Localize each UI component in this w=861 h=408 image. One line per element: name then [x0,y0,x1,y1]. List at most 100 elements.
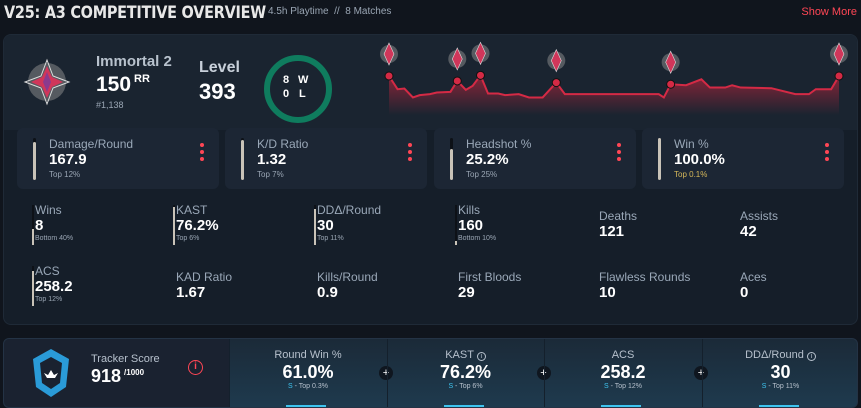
stat-percentile: Top 12% [49,170,81,179]
rank-marker-icon[interactable] [471,41,490,80]
stat-card[interactable]: Damage/Round 167.9 Top 12% [17,128,219,189]
wins-count: 8 [283,74,290,86]
rr-value: 150 [96,73,132,96]
stat-item: Assists 42 [740,209,857,241]
level-label: Level [199,59,240,76]
metric-percentile: S - Top 0.3% [288,383,328,390]
metric-label: ACS [611,349,635,361]
stat-value: 121 [599,223,625,240]
stat-item: Deaths 121 [599,209,729,241]
score-metric: KAST i 76.2% S - Top 6% [386,339,544,407]
stat-label: First Bloods [458,270,522,284]
level-value: 393 [199,79,236,104]
playtime-summary: 4.5h Playtime // 8 Matches [268,6,392,17]
more-options-icon[interactable] [200,143,205,164]
percentile-bar [32,205,34,245]
stat-percentile: Top 6% [176,235,200,242]
more-options-icon[interactable] [825,143,830,164]
stat-item: KAD Ratio 1.67 [176,270,306,302]
rank-name: Immortal 2 [96,53,172,70]
stat-value: 1.67 [176,284,206,301]
rank-icon [23,58,71,106]
rank-marker-icon[interactable] [448,47,467,86]
stat-item: Aces 0 [740,270,857,302]
metric-value: 258.2 [600,362,646,382]
rr-trend-chart [380,41,848,115]
stat-percentile: Top 11% [317,235,344,242]
info-icon[interactable]: i [188,360,203,375]
tracker-score-max: /1000 [124,368,145,377]
stat-card[interactable]: Headshot % 25.2% Top 25% [434,128,636,189]
page-title: V25: A3 COMPETITIVE OVERVIEW [4,3,266,23]
more-options-icon[interactable] [408,143,413,164]
stat-value: 25.2% [466,151,509,168]
stat-item: Wins 8 Bottom 40% [32,203,165,245]
stat-item: DDΔ/Round 30 Top 11% [314,203,447,245]
chart-line [388,73,840,99]
info-icon[interactable]: i [476,352,486,361]
stat-label: Aces [740,270,767,284]
stat-label: Deaths [599,209,638,223]
score-metric: ACS 258.2 S - Top 12% [544,339,701,407]
tracker-score-bar: Tracker Score 918/1000 i Round Win % 61.… [3,338,858,408]
percentile-bar [658,138,661,180]
add-icon[interactable]: + [379,366,393,380]
stat-percentile: Top 0.1% [674,170,708,179]
metric-value: 76.2% [439,362,492,382]
stat-value: 160 [458,217,484,234]
stat-percentile: Top 12% [35,296,63,303]
rank-marker-icon[interactable] [661,50,680,89]
chart-area [389,75,839,115]
stat-label: Win % [674,137,709,151]
grade: S [448,383,454,390]
tracker-score-value: 918 [91,366,122,386]
stat-label: Kills [458,203,481,217]
metric-label: Round Win % [274,349,342,361]
stat-label: KAD Ratio [176,270,233,284]
wins-label: W [298,74,309,86]
stat-card[interactable]: Win % 100.0% Top 0.1% [642,128,844,189]
stat-percentile: Top 25% [466,170,498,179]
rank-marker-icon[interactable] [830,42,848,81]
rank-marker-icon[interactable] [380,42,398,81]
stat-value: 167.9 [49,151,87,168]
stat-label: Kills/Round [317,270,378,284]
overview-panel: Immortal 2 150 RR #1,138 Level 393 8 W 0 … [3,34,858,325]
stat-item: Flawless Rounds 10 [599,270,729,302]
stat-value: 8 [35,217,44,234]
stat-item: Kills/Round 0.9 [317,270,447,302]
metric-percentile: S - Top 11% [761,383,800,390]
show-more-link[interactable]: Show More [801,6,857,18]
stat-value: 76.2% [176,217,219,234]
stat-value: 100.0% [674,151,725,168]
stat-percentile: Bottom 40% [35,235,74,242]
metric-label: DDΔ/Round [745,349,804,361]
rank-marker-icon[interactable] [547,48,566,88]
stat-value: 29 [458,284,475,301]
stat-card[interactable]: K/D Ratio 1.32 Top 7% [225,128,427,189]
stat-label: ACS [35,264,60,278]
stat-label: KAST [176,203,208,217]
stat-label: Flawless Rounds [599,270,691,284]
metric-value: 30 [770,362,791,382]
stat-value: 0.9 [317,284,338,301]
leaderboard-rank: #1,138 [96,100,124,110]
percentile-bar [314,205,316,245]
add-icon[interactable]: + [536,366,551,380]
percentile-bar [33,138,36,180]
stat-value: 30 [317,217,334,234]
metric-percentile: S - Top 6% [448,383,483,390]
info-icon[interactable]: i [806,352,816,361]
more-options-icon[interactable] [617,143,622,164]
tracker-score: 918/1000 [91,366,144,387]
add-icon[interactable]: + [694,366,708,380]
stat-label: Assists [740,209,779,223]
percentile-bar [241,138,244,180]
losses-count: 0 [283,88,290,100]
stat-value: 258.2 [35,278,73,295]
metric-label: KAST [445,349,474,361]
rank-rating: 150 RR [96,73,150,97]
stat-item: First Bloods 29 [458,270,588,302]
score-metric: Round Win % 61.0% S - Top 0.3% [229,339,386,407]
stat-label: Headshot % [466,137,532,151]
